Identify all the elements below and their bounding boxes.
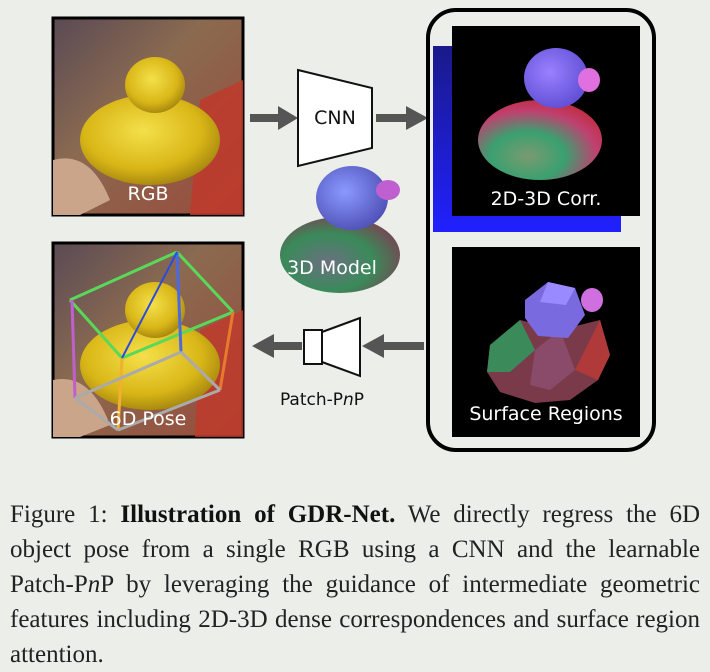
pose-label: 6D Pose <box>110 408 187 430</box>
arrow-cnn-to-outputs <box>376 106 428 130</box>
3d-model: 3D Model <box>280 166 400 293</box>
corr-label: 2D-3D Corr. <box>491 188 602 210</box>
cnn-label: CNN <box>314 107 356 129</box>
arrow-rgb-to-cnn <box>250 106 298 130</box>
rgb-label: RGB <box>128 183 169 205</box>
rgb-image-panel: RGB <box>51 16 245 217</box>
outputs-container <box>426 8 656 452</box>
pose-bounding-box <box>68 250 235 432</box>
arrow-regions-to-pnp <box>362 334 424 358</box>
pnp-label: Patch-PnP <box>280 390 364 410</box>
cnn-block: CNN <box>297 68 373 168</box>
regions-label: Surface Regions <box>469 403 622 425</box>
regions-panel: Surface Regions <box>452 247 640 437</box>
pose-image-panel: 6D Pose <box>51 241 245 439</box>
figure-caption: Figure 1: Illustration of GDR-Net. We di… <box>10 501 701 668</box>
caption-title: Illustration of GDR-Net. <box>120 501 396 528</box>
duck-head <box>125 57 185 113</box>
arrow-pnp-to-pose <box>252 334 302 358</box>
corr-panel: 2D-3D Corr. <box>433 26 640 232</box>
duck-body <box>80 95 220 185</box>
gdr-net-figure: RGB CNN 3D Model 2D-3D Corr. <box>51 8 656 452</box>
patch-pnp-block: Patch-PnP <box>280 316 364 410</box>
model-label: 3D Model <box>287 257 377 279</box>
